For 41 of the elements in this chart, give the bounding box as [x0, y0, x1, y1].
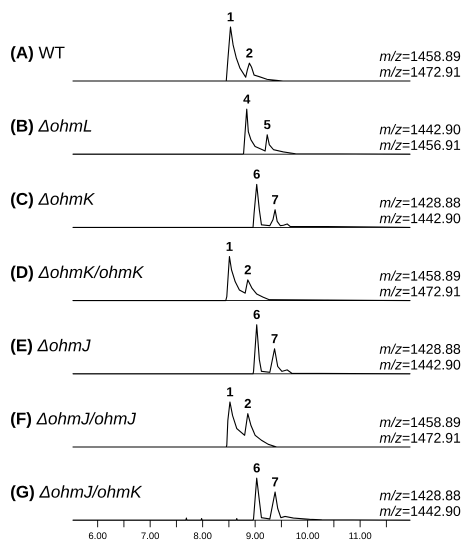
annotation: 1 [227, 387, 234, 396]
annotation: m/z=1472.91 [380, 286, 460, 296]
x-tick-label: 11.00 [349, 532, 372, 540]
annotation: m/z=1428.88 [380, 490, 460, 500]
annotation: 1 [226, 242, 233, 251]
annotation: m/z=1472.91 [380, 66, 460, 77]
annotation: m/z=1442.90 [380, 506, 460, 516]
text: (A) WT [11, 46, 65, 62]
annotation: 5 [264, 120, 270, 130]
x-tick-label: 7.00 [141, 532, 160, 540]
annotation: 6 [254, 463, 260, 472]
annotation: 7 [272, 195, 278, 204]
x-tick-label: 6.00 [88, 532, 107, 540]
annotation: 6 [254, 169, 260, 179]
annotation: m/z=1458.89 [380, 270, 460, 281]
annotation: m/z=1442.90 [380, 359, 460, 370]
x-tick-label: 9.00 [246, 532, 264, 540]
chart-title: (C) ΔohmK [11, 192, 95, 208]
annotation: m/z=1456.91 [380, 140, 460, 150]
x-tick-label: 10.00 [296, 532, 320, 540]
chart-title: (D) ΔohmK/ohmK [11, 266, 144, 282]
x-tick-label: 8.00 [194, 532, 212, 540]
annotation: m/z=1428.88 [380, 344, 460, 354]
annotation: 1 [228, 12, 234, 22]
annotation: m/z=1442.90 [380, 212, 460, 224]
annotation: 2 [246, 48, 252, 58]
chart-title: (G) ΔohmJ/ohmK [11, 485, 142, 502]
annotation: 4 [243, 94, 250, 104]
annotation: 2 [244, 398, 251, 408]
annotation: m/z=1458.89 [380, 416, 460, 428]
annotation: 2 [244, 265, 251, 274]
text: (E) ΔohmJ [11, 338, 91, 355]
annotation: m/z=1428.88 [380, 197, 460, 208]
annotation: m/z=1458.89 [380, 50, 460, 62]
annotation: m/z=1442.90 [380, 124, 460, 134]
annotation: m/z=1472.91 [380, 432, 460, 443]
annotation: 6 [254, 310, 260, 320]
annotation: 7 [272, 477, 278, 486]
text: (B) ΔohmL [11, 119, 92, 136]
annotation: 7 [272, 334, 278, 344]
text: (F) ΔohmJ/ohmJ [11, 412, 136, 428]
